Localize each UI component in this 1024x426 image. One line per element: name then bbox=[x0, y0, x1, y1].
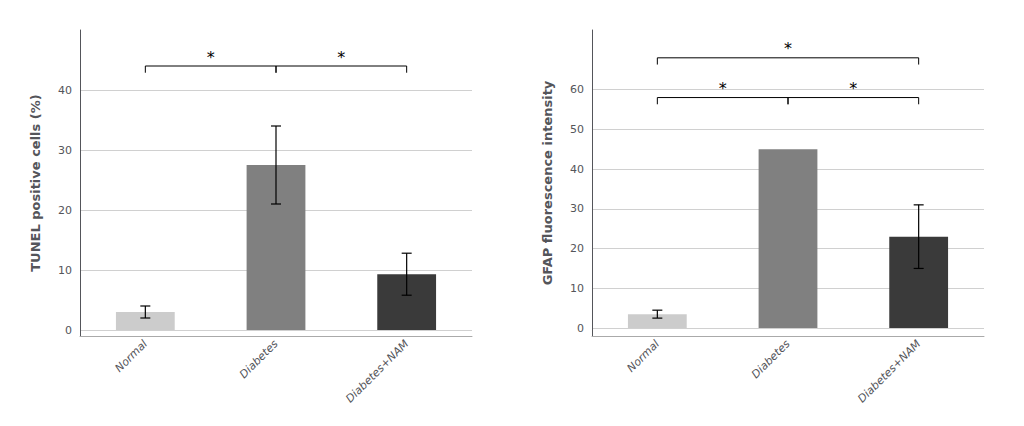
svg-text:Diabetes: Diabetes bbox=[237, 337, 281, 381]
svg-text:30: 30 bbox=[58, 144, 72, 157]
svg-text:0: 0 bbox=[577, 322, 584, 335]
svg-text:Normal: Normal bbox=[112, 337, 149, 374]
svg-text:Normal: Normal bbox=[624, 337, 661, 374]
svg-text:60: 60 bbox=[570, 83, 584, 96]
svg-text:*: * bbox=[207, 48, 215, 67]
svg-text:50: 50 bbox=[570, 123, 584, 136]
svg-text:20: 20 bbox=[58, 204, 72, 217]
svg-text:40: 40 bbox=[58, 84, 72, 97]
svg-text:*: * bbox=[337, 48, 345, 67]
svg-text:*: * bbox=[719, 79, 727, 98]
svg-text:30: 30 bbox=[570, 202, 584, 215]
svg-text:*: * bbox=[784, 39, 792, 58]
svg-text:10: 10 bbox=[58, 264, 72, 277]
svg-text:40: 40 bbox=[570, 163, 584, 176]
svg-text:TUNEL positive cells (%): TUNEL positive cells (%) bbox=[28, 94, 43, 272]
svg-text:0: 0 bbox=[65, 324, 72, 337]
svg-text:Diabetes+NAM: Diabetes+NAM bbox=[855, 337, 923, 405]
svg-text:Diabetes: Diabetes bbox=[749, 337, 793, 381]
svg-text:20: 20 bbox=[570, 242, 584, 255]
svg-text:GFAP fluorescence intensity: GFAP fluorescence intensity bbox=[540, 80, 555, 285]
svg-text:*: * bbox=[849, 79, 857, 98]
svg-text:Diabetes+NAM: Diabetes+NAM bbox=[343, 337, 411, 405]
svg-text:10: 10 bbox=[570, 282, 584, 295]
